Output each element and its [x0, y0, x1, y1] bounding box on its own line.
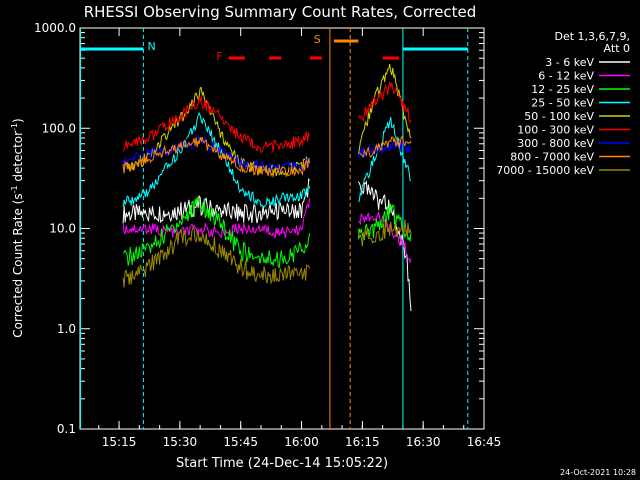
series-line-9-a [122, 226, 311, 288]
legend-label: 800 - 7000 keV [510, 151, 594, 164]
y-axis-title-part3: ) [11, 118, 25, 123]
legend-label: 3 - 6 keV [545, 56, 594, 69]
x-tick-label: 15:30 [163, 435, 198, 449]
x-tick-label: 15:15 [102, 435, 137, 449]
chart-title: RHESSI Observing Summary Count Rates, Co… [84, 3, 477, 21]
series-line-7-a [122, 134, 311, 173]
annotation-label-f: F [216, 50, 222, 63]
y-axis-title: Corrected Count Rate (s-1 detector-1) [10, 118, 25, 337]
series-lines [122, 64, 412, 312]
x-tick-label: 16:30 [406, 435, 441, 449]
x-axis-title: Start Time (24-Dec-14 15:05:22) [176, 456, 388, 471]
y-axis-title-part1: Corrected Count Rate (s [11, 193, 25, 337]
legend-label: 100 - 300 keV [517, 124, 594, 137]
series-line-6-b [357, 82, 412, 124]
y-axis-title-sup2: -1 [10, 123, 19, 131]
legend-header-att: Att 0 [604, 42, 630, 55]
series-line-4-a [122, 111, 311, 208]
y-axis-title-part2: detector [11, 131, 25, 186]
series-line-9-b [357, 219, 412, 247]
y-tick-label: 10.0 [49, 222, 76, 236]
y-tick-label: 100.0 [42, 121, 76, 135]
legend-label: 300 - 800 keV [517, 137, 594, 150]
annotations: N F S [80, 28, 469, 429]
legend-label: 12 - 25 keV [531, 83, 594, 96]
series-line-6-a [122, 96, 311, 154]
legend-header: Det 1,3,6,7,9, [554, 30, 630, 43]
y-tick-label: 0.1 [57, 422, 76, 436]
series-line-1-b [357, 180, 412, 312]
series-line-4-b [357, 116, 412, 203]
series-line-2-a [122, 198, 311, 240]
legend-label: 50 - 100 keV [524, 110, 594, 123]
series-line-1-a [122, 177, 311, 224]
legend-label: 6 - 12 keV [538, 70, 594, 83]
series-line-8-b [358, 135, 412, 159]
y-tick-label: 1.0 [57, 322, 76, 336]
y-axis: 0.1 1.0 10.0 100.0 1000.0 [34, 21, 484, 436]
x-tick-label: 16:45 [467, 435, 502, 449]
legend-label: 25 - 50 keV [531, 97, 594, 110]
annotation-label-n: N [147, 40, 155, 53]
x-axis: 15:15 15:30 15:45 16:00 16:15 16:30 16:45 [98, 28, 502, 449]
footer-timestamp: 24-Oct-2021 10:28 [560, 468, 636, 477]
y-tick-label: 1000.0 [34, 21, 76, 35]
y-axis-title-sup1: -1 [10, 185, 19, 193]
series-line-2-b [358, 211, 412, 264]
series-line-3-a [123, 196, 311, 269]
x-tick-label: 16:00 [284, 435, 319, 449]
series-line-8-a [122, 136, 311, 179]
x-tick-label: 15:45 [223, 435, 258, 449]
annotation-label-s: S [314, 33, 321, 46]
legend-label: 7000 - 15000 keV [496, 164, 594, 177]
x-tick-label: 16:15 [345, 435, 380, 449]
